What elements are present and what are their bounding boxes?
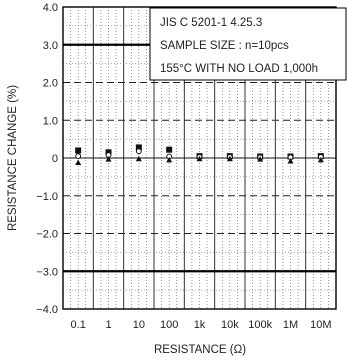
x-tick-labels: 0.1 1 10 100 1k 10k 100k 1M 10M (71, 319, 332, 331)
data-point-triangle (135, 155, 142, 162)
data-point-triangle (317, 156, 324, 163)
plot-frame (62, 6, 337, 310)
y-tick-label: 1.0 (43, 115, 58, 127)
data-point-square (166, 146, 173, 153)
data-point-triangle (75, 159, 82, 166)
x-tick-label: 10 (133, 319, 145, 331)
y-tick-label: −3.0 (36, 266, 58, 278)
x-tick-label: 100 (160, 319, 178, 331)
y-tick-label: 3.0 (43, 40, 58, 52)
x-axis-title: RESISTANCE (Ω) (154, 344, 246, 356)
y-tick-label: −1.0 (36, 191, 58, 203)
data-point-triangle (166, 156, 173, 163)
y-tick-label: 2.0 (43, 78, 58, 90)
x-tick-label: 1 (105, 319, 111, 331)
y-tick-labels: 4.0 3.0 2.0 1.0 0 −1.0 −2.0 −3.0 −4.0 (36, 2, 58, 316)
y-tick-label: −2.0 (36, 229, 58, 241)
x-tick-label: 10k (221, 319, 239, 331)
data-point-triangle (226, 155, 233, 162)
data-point-triangle (287, 158, 294, 164)
x-tick-label: 0.1 (71, 319, 86, 331)
data-point-triangle (105, 156, 112, 162)
x-tick-label: 1k (194, 319, 206, 331)
x-tick-label: 10M (310, 319, 331, 331)
annotation-line-1: JIS C 5201-1 4.25.3 (160, 17, 262, 29)
data-point-circle (135, 148, 142, 155)
data-points (75, 144, 324, 166)
annotation-box: JIS C 5201-1 4.25.3 SAMPLE SIZE : n=10pc… (149, 7, 347, 81)
data-point-square (135, 144, 142, 151)
y-tick-label: −4.0 (36, 304, 58, 316)
y-tick-label: 0 (52, 153, 58, 165)
y-tick-label: 4.0 (43, 2, 58, 14)
data-point-triangle (257, 156, 264, 162)
x-tick-label: 1M (283, 319, 298, 331)
data-point-circle (75, 153, 82, 160)
annotation-line-3: 155°C WITH NO LOAD 1,000h (160, 63, 318, 75)
x-tick-label: 100k (248, 319, 272, 331)
y-axis-title: RESISTANCE CHANGE (%) (7, 85, 19, 231)
data-point-square (75, 147, 82, 154)
annotation-line-2: SAMPLE SIZE : n=10pcs (160, 40, 289, 52)
data-point-triangle (196, 155, 203, 162)
